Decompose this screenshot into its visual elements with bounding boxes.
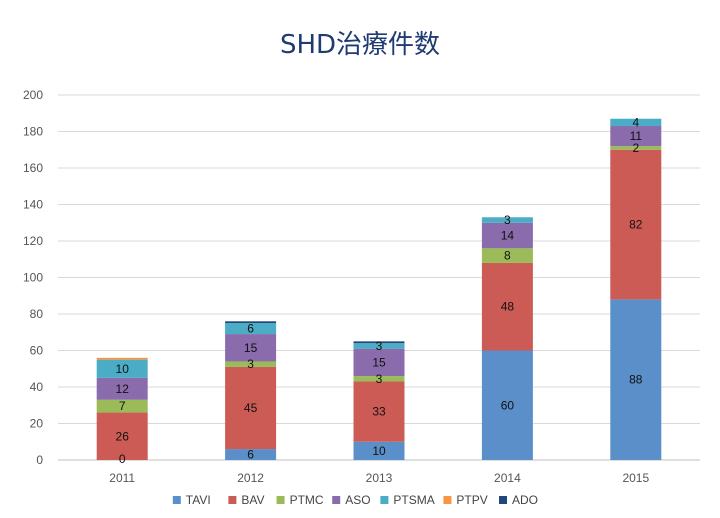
bar-segment-tavi: [610, 299, 662, 460]
legend-label: PTPV: [456, 493, 487, 507]
data-label: 12: [116, 382, 130, 396]
data-label: 14: [501, 229, 515, 243]
bar-segment-ptsma: [481, 217, 533, 223]
data-label: 82: [629, 218, 643, 232]
bar-segment-tavi: [353, 441, 405, 460]
data-label: 10: [372, 444, 386, 458]
bar-segment-ado: [225, 321, 277, 324]
y-tick-label: 100: [23, 271, 43, 285]
legend-label: ADO: [512, 493, 538, 507]
bar-segment-aso: [481, 222, 533, 249]
bar-segment-bav: [225, 366, 277, 450]
legend-swatch: [499, 496, 507, 504]
bar-segment-tavi: [481, 350, 533, 460]
bar-segment-aso: [610, 126, 662, 147]
data-label: 48: [501, 300, 515, 314]
bar-segment-ptmc: [481, 248, 533, 263]
data-label: 11: [630, 129, 643, 143]
data-label: 15: [372, 355, 386, 369]
bar-segment-ptpv: [96, 357, 148, 360]
legend-label: PTSMA: [393, 493, 434, 507]
data-label: 6: [247, 448, 254, 462]
y-tick-label: 140: [23, 198, 43, 212]
x-tick-label: 2013: [366, 471, 393, 485]
data-label: 33: [372, 405, 386, 419]
bar-segment-ptsma: [353, 343, 405, 349]
bar-segment-ptmc: [353, 376, 405, 382]
data-label: 7: [119, 399, 126, 413]
data-label: 8: [504, 249, 511, 263]
data-label: 3: [376, 339, 383, 353]
data-label: 15: [244, 341, 258, 355]
x-tick-label: 2014: [494, 471, 521, 485]
x-tick-label: 2011: [109, 471, 135, 485]
y-tick-label: 200: [23, 88, 43, 102]
data-label: 45: [244, 401, 258, 415]
bar-segment-bav: [353, 381, 405, 442]
legend-item-aso: ASO: [332, 493, 371, 507]
data-label: 3: [504, 213, 511, 227]
bars: [96, 118, 662, 460]
bar-segment-ptsma: [225, 323, 277, 335]
bar-segment-bav: [96, 412, 148, 460]
bar-segment-bav: [481, 262, 533, 351]
x-tick-label: 2015: [622, 471, 649, 485]
bar-segment-ado: [353, 341, 405, 344]
y-tick-label: 0: [36, 453, 43, 467]
data-label: 3: [247, 357, 254, 371]
legend-swatch: [443, 496, 452, 504]
bar-segment-bav: [610, 149, 662, 300]
bar-segment-ptmc: [96, 399, 148, 413]
legend-swatch: [228, 496, 237, 504]
data-label: 88: [629, 373, 643, 387]
legend-item-ado: ADO: [499, 493, 538, 507]
data-label: 10: [116, 362, 130, 376]
data-label: 4: [632, 115, 639, 129]
y-tick-label: 120: [23, 234, 43, 248]
data-label: 3: [376, 372, 383, 386]
legend-swatch: [276, 496, 285, 504]
legend-label: BAV: [241, 493, 264, 507]
y-tick-label: 40: [30, 380, 44, 394]
x-tick-label: 2012: [237, 471, 264, 485]
legend-label: ASO: [345, 493, 370, 507]
legend-item-ptsma: PTSMA: [380, 493, 435, 507]
bar-segment-aso: [353, 348, 405, 377]
legend-label: TAVI: [186, 493, 211, 507]
data-label: 60: [501, 398, 515, 412]
legend-item-ptpv: PTPV: [443, 493, 488, 507]
data-label: 2: [632, 141, 639, 155]
bar-segment-ptsma: [96, 359, 148, 378]
legend-swatch: [332, 496, 341, 504]
legend-label: PTMC: [290, 493, 324, 507]
y-tick-label: 20: [30, 417, 44, 431]
y-tick-label: 80: [30, 307, 44, 321]
y-tick-label: 180: [23, 125, 43, 139]
data-label: 0: [119, 452, 126, 466]
bar-segment-ptsma: [610, 118, 662, 127]
data-label: 26: [116, 429, 130, 443]
chart-title: SHD治療件数: [279, 30, 441, 60]
legend-item-tavi: TAVI: [172, 493, 211, 507]
legend-item-ptmc: PTMC: [276, 493, 324, 507]
legend-item-bav: BAV: [228, 493, 265, 507]
y-tick-label: 60: [30, 344, 44, 358]
bar-segment-aso: [225, 334, 277, 362]
bar-segment-ptmc: [610, 146, 662, 150]
legend-swatch: [380, 496, 389, 504]
data-label: 6: [247, 322, 254, 336]
bar-segment-aso: [96, 377, 148, 400]
bar-segment-ptmc: [225, 361, 277, 367]
y-tick-label: 160: [23, 161, 43, 175]
legend-swatch: [172, 496, 181, 504]
legend: TAVI BAV PTMC ASO PTSMA PTPV ADO: [172, 493, 538, 507]
y-axis-ticks: 0 20 40 60 80 100 120 140 160 180 200: [23, 88, 43, 467]
bar-segment-tavi: [225, 449, 277, 460]
x-axis-ticks: 2011 2012 2013 2014 2015: [109, 471, 649, 485]
